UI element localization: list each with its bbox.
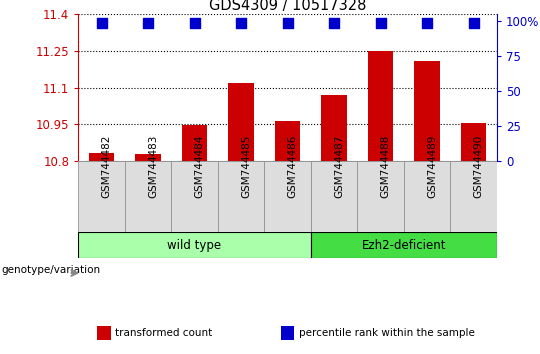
Bar — [461, 123, 487, 161]
Text: genotype/variation: genotype/variation — [2, 266, 101, 275]
Text: percentile rank within the sample: percentile rank within the sample — [299, 328, 475, 338]
Bar — [264, 161, 311, 232]
Text: wild type: wild type — [167, 239, 221, 252]
Text: GSM744486: GSM744486 — [288, 135, 298, 199]
Bar — [321, 95, 347, 161]
Text: transformed count: transformed count — [115, 328, 212, 338]
Point — [237, 20, 245, 25]
Text: GSM744483: GSM744483 — [148, 135, 158, 199]
Text: GSM744488: GSM744488 — [381, 135, 390, 199]
Point — [190, 20, 199, 25]
Point — [469, 20, 478, 25]
Bar — [218, 161, 264, 232]
Bar — [125, 161, 171, 232]
Bar — [78, 232, 311, 258]
Text: GSM744482: GSM744482 — [102, 135, 112, 199]
Bar — [450, 161, 497, 232]
Bar — [135, 154, 161, 161]
Bar — [311, 232, 497, 258]
Bar — [78, 161, 125, 232]
Bar — [357, 161, 404, 232]
Title: GDS4309 / 10517328: GDS4309 / 10517328 — [209, 0, 366, 13]
Point — [97, 20, 106, 25]
Bar — [404, 161, 450, 232]
Bar — [275, 121, 300, 161]
Point — [376, 20, 385, 25]
Bar — [97, 326, 111, 340]
Bar — [171, 161, 218, 232]
Point — [284, 20, 292, 25]
Bar — [368, 51, 393, 161]
Point — [144, 20, 152, 25]
Text: GSM744484: GSM744484 — [194, 135, 205, 199]
Text: Ezh2-deficient: Ezh2-deficient — [362, 239, 446, 252]
Point — [330, 20, 339, 25]
Bar — [281, 326, 294, 340]
Text: GSM744487: GSM744487 — [334, 135, 344, 199]
Bar — [311, 161, 357, 232]
Point — [423, 20, 431, 25]
Bar — [414, 61, 440, 161]
Text: GSM744485: GSM744485 — [241, 135, 251, 199]
Text: GSM744490: GSM744490 — [474, 135, 483, 198]
Bar — [182, 125, 207, 161]
Bar — [89, 153, 114, 161]
Text: GSM744489: GSM744489 — [427, 135, 437, 199]
Bar — [228, 83, 254, 161]
